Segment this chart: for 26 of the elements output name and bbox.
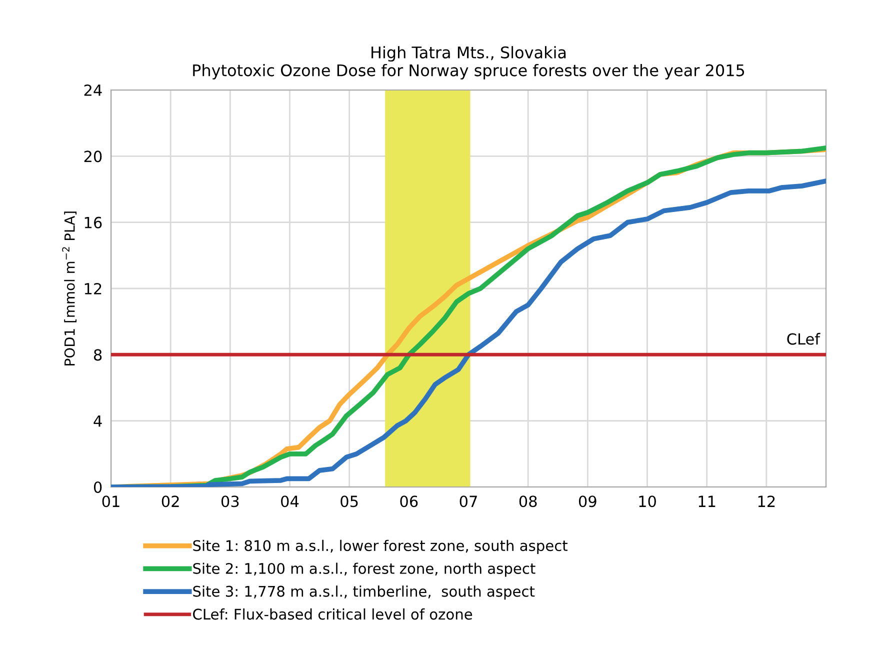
y-tick-label: 20 [84,150,102,162]
x-tick-label: 08 [519,496,537,508]
x-tick-label: 01 [102,496,120,508]
y-axis-title: POD1 [mmol m$^{−2}$ PLA] [62,212,77,366]
x-tick-label: 04 [281,496,299,508]
y-tick-label: 4 [94,416,102,427]
legend-label: Site 3: 1,778 m a.s.l., timberline, south aspect [193,586,535,600]
legend-label: Site 2: 1,100 m a.s.l., forest zone, north aspect [193,562,536,577]
x-tick-label: 11 [698,496,716,507]
y-tick-label: 0 [94,481,102,494]
y-tick-label: 16 [84,216,102,228]
chart-title: High Tatra Mts., Slovakia Phytotoxic Ozone Dose for Norway spruce forests over the year 2015 [193,46,744,80]
x-tick-label: 05 [340,496,358,508]
y-tick-label: 12 [84,282,102,294]
x-tick-label: 07 [460,496,477,508]
annotation: CLef [787,332,820,345]
y-tick-label: 24 [84,84,102,96]
x-tick-label: 10 [639,496,656,508]
y-tick-label: 8 [94,349,102,361]
x-tick-label: 03 [221,496,239,508]
legend-label: CLef: Flux-based critical level of ozone [193,608,472,620]
x-tick-label: 12 [758,496,775,507]
x-tick-label: 09 [578,496,596,508]
legend-label: Site 1: 810 m a.s.l., lower forest zone, south aspect [193,540,568,554]
x-tick-label: 02 [162,496,179,508]
x-tick-label: 06 [400,496,418,508]
